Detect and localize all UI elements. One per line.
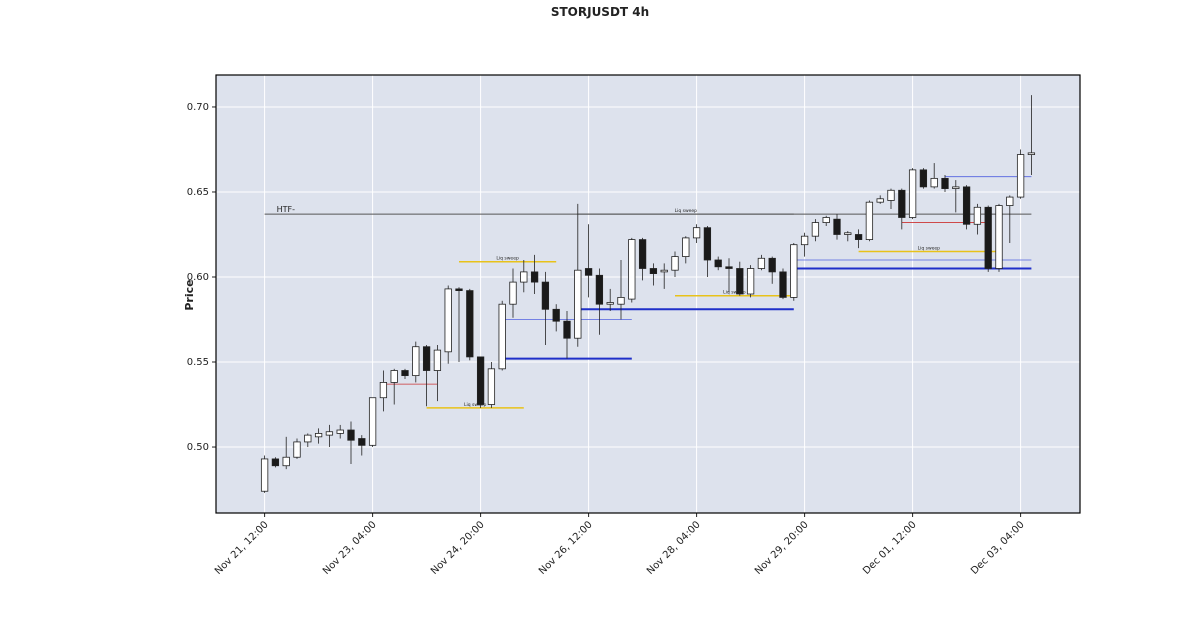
level-label: HTF- [277,205,296,214]
x-tick-label: Nov 26, 12:00 [537,519,595,577]
candle-body [541,281,550,310]
candle-body [703,227,712,261]
candle-body [919,169,928,188]
candle-body [952,186,960,189]
candle-body [595,274,604,305]
candle-body [811,222,820,237]
y-tick-label: 0.60 [187,272,209,283]
candle-body [401,370,409,377]
candle-body [779,271,787,298]
candle-body [476,356,485,405]
candle-body [422,346,431,371]
candle-body [736,268,744,295]
candle-body [865,201,874,240]
candle-body [574,269,582,339]
candle-body [466,290,474,358]
candle-body [412,346,420,377]
candle-body [671,256,679,271]
x-tick-label: Nov 24, 20:00 [429,519,487,577]
y-axis-label: Price [183,279,196,310]
level-label: Liq sweep [723,290,746,296]
candle-body [552,308,560,322]
candle-body [800,235,809,246]
x-tick-label: Dec 03, 04:00 [969,519,1027,577]
candle-body [790,244,798,298]
candle-body [520,271,528,283]
candle-body [379,382,388,399]
x-tick-label: Nov 23, 04:00 [321,519,379,577]
candle-body [628,239,636,300]
candle-body [984,206,992,269]
candle-body [746,268,755,295]
candle-body [325,431,334,436]
level-label: Liq sweep [496,256,519,262]
plot-frame [215,74,1081,514]
y-tick-label: 0.70 [187,102,209,113]
candle-body [584,268,593,276]
candle-body [1027,152,1036,155]
candle-body [487,368,496,405]
candle-body [962,186,971,225]
candle-body [898,189,906,218]
candle-body [530,271,539,283]
candle-body [509,281,517,305]
candle-body [995,205,1003,269]
candle-body [973,206,982,225]
candle-body [692,227,701,239]
x-tick-label: Nov 21, 12:00 [213,519,271,577]
candle-body [617,297,625,305]
x-tick-label: Nov 29, 20:00 [753,519,811,577]
candle-body [757,257,766,269]
candle-body [314,433,323,438]
y-tick-label: 0.50 [187,442,209,453]
candle-body [941,177,949,189]
candle-body [563,320,571,339]
candle-body [822,217,830,223]
candle-body [282,456,290,467]
candle-body [649,268,658,274]
candle-body [336,429,344,434]
candle-body [833,218,841,235]
level-label: Liq sweep [464,402,487,408]
candle-body [498,303,506,370]
candle-body [930,177,938,188]
y-tick-label: 0.55 [187,357,209,368]
candle-body [606,302,614,305]
candle-body [293,441,301,458]
y-tick-label: 0.65 [187,187,209,198]
level-label: Liq sweep [675,208,698,214]
candle-body [638,239,647,269]
candle-body [304,434,312,443]
candle-body [347,429,355,441]
candle-body [854,234,863,240]
candle-body [358,438,366,446]
candle-body [433,349,442,371]
x-tick-label: Dec 01, 12:00 [861,519,919,577]
candle-body [682,237,690,257]
candle-body [1006,196,1014,206]
candle-body [260,458,269,492]
candle-body [908,169,917,218]
candle-body [768,257,776,273]
chart-title: STORJUSDT 4h [551,5,649,19]
candle-body [876,198,884,203]
candle-body [390,370,398,383]
candle-body [1016,154,1025,198]
candle-body [887,189,895,201]
candle-body [271,458,280,467]
candle-body [844,232,852,235]
level-label: Liq sweep [918,245,941,251]
candle-body [455,288,463,291]
x-tick-label: Nov 28, 04:00 [645,519,703,577]
candle-body [444,288,452,353]
candle-body [714,259,722,268]
candle-body [660,269,668,273]
candle-body [368,397,377,446]
candle-body [725,266,733,269]
